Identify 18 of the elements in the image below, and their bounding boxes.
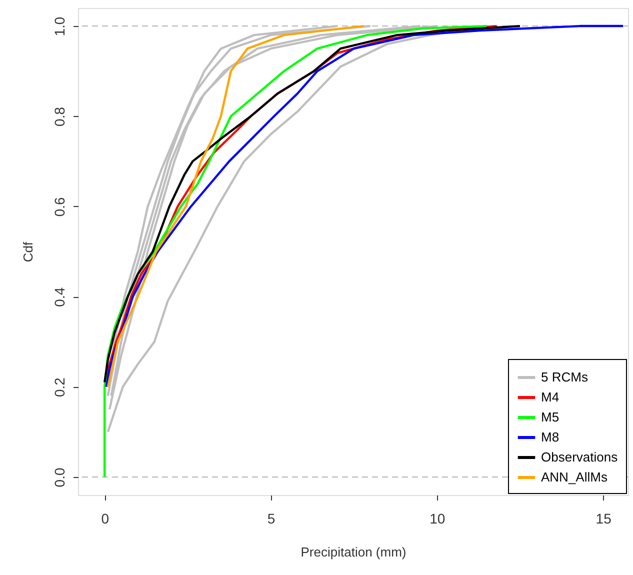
x-tick-label: 0 (101, 510, 110, 526)
y-tick-label: 0.2 (52, 377, 68, 398)
x-axis-title: Precipitation (mm) (300, 544, 406, 560)
x-tick-label: 10 (430, 510, 446, 526)
legend-label: ANN_AllMs (541, 470, 608, 484)
x-tick-label: 5 (267, 510, 276, 526)
y-tick-label: 0.0 (52, 468, 68, 488)
legend-label: M8 (541, 430, 560, 444)
x-tick-label: 15 (596, 510, 612, 526)
legend-label: M4 (541, 390, 560, 404)
y-tick-label: 0.4 (52, 287, 68, 307)
y-tick-label: 0.8 (52, 106, 68, 126)
legend-label: 5 RCMs (541, 370, 588, 384)
y-axis-title: Cdf (20, 242, 36, 262)
legend-label: M5 (541, 410, 560, 424)
y-tick-label: 1.0 (52, 16, 68, 36)
y-tick-label: 0.6 (52, 196, 68, 217)
legend-label: Observations (541, 450, 618, 464)
